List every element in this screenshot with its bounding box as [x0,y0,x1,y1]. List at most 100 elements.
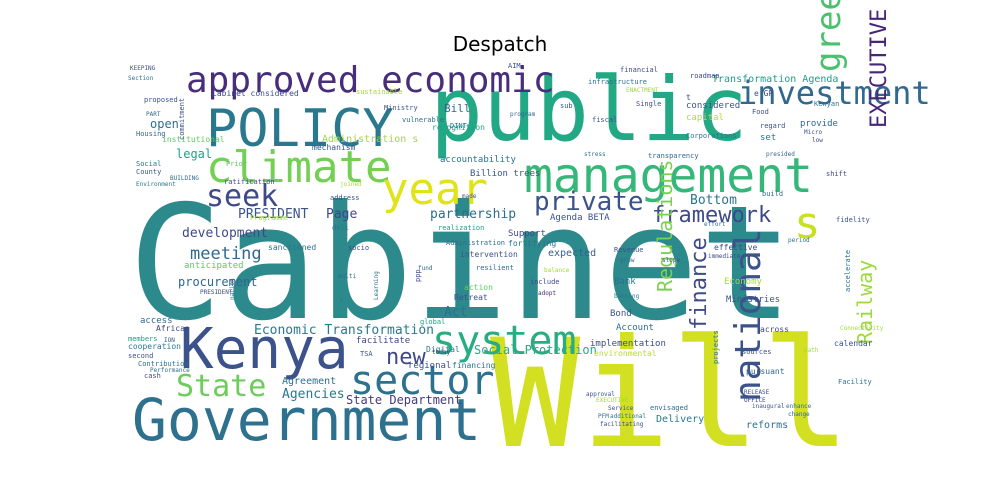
word-cloud-word: Economic Transformation [254,323,434,338]
word-cloud-word: ratification [224,178,275,186]
word-cloud-word: nation [229,278,236,300]
word-cloud-word: fidelity [836,216,870,224]
word-cloud-word: system [432,318,577,364]
word-cloud-word: Housing [136,130,166,138]
word-cloud-word: change [788,411,810,418]
word-cloud-word: Connectivity [840,325,884,332]
word-cloud-word: Bond [610,309,632,319]
word-cloud-word: Revenue [614,246,644,254]
word-cloud-word: PRESIDENT [200,289,233,296]
word-cloud-word: sub [560,102,573,110]
word-cloud-word: EXECUTIVE OFFICE [867,0,892,128]
word-cloud-word: Social [136,160,161,168]
word-cloud-word: inaugural [752,403,785,410]
word-cloud-word: Micro [804,129,822,136]
word-cloud-word: Agenda BETA [550,213,610,223]
word-cloud-word: Agencies [282,387,345,402]
word-cloud-word: institutional [162,135,225,144]
word-cloud-word: Bill [444,102,471,115]
word-cloud-word: immediate [708,253,741,260]
word-cloud-word: across [760,325,789,334]
word-cloud-word: joined [340,181,362,188]
word-cloud-word: State Department [346,393,462,407]
word-cloud-word: AIM [508,62,521,70]
word-cloud-word: action [464,283,493,292]
word-cloud-word: Transformation Agenda [712,74,838,85]
word-cloud-word: national [728,229,769,402]
word-cloud-word: enhance [786,403,812,410]
word-cloud-word: cash [144,372,161,380]
word-cloud-word: sanctioned [268,243,316,252]
word-cloud-word: County [136,168,161,176]
word-cloud-word: roadmap [690,72,720,80]
word-cloud-word: Facility [838,378,872,386]
word-cloud-word: Single [636,100,661,108]
word-cloud-word: private [534,187,644,217]
word-cloud-word: Retreat [454,293,488,302]
word-cloud-word: procurement [178,275,257,289]
word-cloud-word: address [330,194,360,202]
word-cloud-word: resilient [476,264,514,272]
word-cloud-word: OFFICE [744,397,766,404]
word-cloud-word: considered [686,101,740,111]
word-cloud-word: Kenya [180,317,349,382]
word-cloud-word: fortifying [508,239,556,248]
word-cloud-word: balance [544,267,570,274]
word-cloud-word: proposed [144,96,178,104]
word-cloud-word: DINT [450,122,468,130]
word-cloud-word: Programme [250,214,288,222]
word-cloud-word: financing [452,361,496,370]
word-cloud-word: t [686,93,691,102]
word-cloud-word: second [128,352,153,360]
word-cloud-word: African [156,324,190,333]
word-cloud-word: c [340,297,344,304]
word-cloud-word: PRESIDENT [238,207,309,222]
word-cloud-word: set [760,133,776,143]
word-cloud-word: legal [176,147,212,161]
word-cloud-word: multi [338,273,356,280]
word-cloud-word: sector [350,358,495,404]
word-cloud-word: Contribution [138,360,189,368]
word-cloud-word: envisaged [650,404,688,412]
word-cloud-word: BUILDING [170,175,199,182]
word-cloud-word: public [430,58,748,161]
word-cloud-word: ION [164,337,175,344]
word-cloud-word: Service [608,405,634,412]
word-cloud-word: include [530,278,560,286]
word-cloud-word: green [809,0,849,72]
word-cloud-word: today [432,349,450,356]
word-cloud-word: ppp [414,269,422,282]
word-cloud-word: Government [132,386,481,454]
word-cloud-word: KEEPING [130,65,156,72]
word-cloud-word: new [386,345,426,370]
word-cloud-word: effective [714,243,758,252]
word-cloud-word: PART [146,111,161,118]
word-cloud-word: effort [704,221,726,228]
word-cloud-word: partnership [430,207,516,222]
word-cloud-word: path [804,347,819,354]
word-cloud-word: Learning [373,271,380,300]
word-cloud-word: climate [206,142,391,193]
word-cloud-word: Bottom [690,193,737,208]
word-cloud-word: Kenyan [814,100,839,108]
word-cloud-word: Corporations [686,132,737,140]
word-cloud-word: s [794,198,821,249]
word-cloud-word: framework [652,203,771,228]
word-cloud-word: vulnerable [402,116,444,124]
word-cloud-word: recognition [432,123,485,132]
word-cloud-word: accelerate [844,250,852,292]
word-cloud-word: meeting [190,244,262,264]
word-cloud-word: cooperation [128,342,181,351]
word-cloud-word: provide [800,119,838,129]
word-cloud-word: facilitate [356,336,410,346]
word-cloud-word: TSA [360,350,373,358]
word-cloud-word: investment [738,74,931,112]
word-cloud-word: approval [586,391,615,398]
word-cloud-word: made [462,193,477,200]
word-cloud-word: sustainable [356,88,402,96]
word-cloud-word: EXECUTIVE [596,397,629,404]
word-cloud-word: shift [826,170,847,178]
word-cloud-word: year [382,164,488,215]
word-cloud-word: RELEASE [744,389,770,396]
